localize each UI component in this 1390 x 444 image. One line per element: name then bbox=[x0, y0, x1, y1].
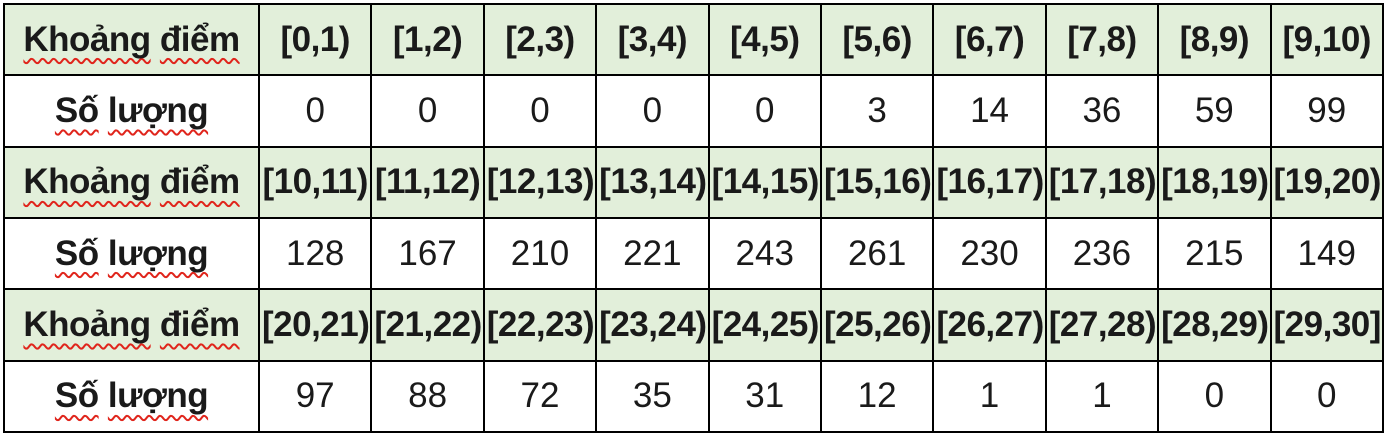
table-row: Số lượng 97 88 72 35 31 12 1 1 0 0 bbox=[3, 359, 1385, 434]
range-cell: [9,10) bbox=[1269, 2, 1385, 77]
count-cell: 261 bbox=[819, 216, 935, 291]
count-cell: 236 bbox=[1044, 216, 1160, 291]
range-cell: [16,17) bbox=[932, 145, 1047, 219]
count-cell: 31 bbox=[707, 359, 822, 434]
row-label-so-luong: Số lượng bbox=[3, 216, 260, 291]
range-cell: [4,5) bbox=[707, 2, 822, 77]
count-cell: 97 bbox=[257, 359, 373, 434]
range-cell: [12,13) bbox=[482, 145, 598, 219]
count-cell: 149 bbox=[1269, 216, 1385, 291]
range-cell: [26,27) bbox=[932, 288, 1047, 362]
count-cell: 221 bbox=[595, 216, 710, 291]
count-cell: 0 bbox=[595, 74, 710, 148]
range-cell: [2,3) bbox=[482, 2, 598, 77]
range-cell: [13,14) bbox=[595, 145, 710, 219]
count-cell: 35 bbox=[595, 359, 710, 434]
row-label-khoang-diem: Khoảng điểm bbox=[3, 145, 260, 219]
range-cell: [0,1) bbox=[257, 2, 373, 77]
count-cell: 14 bbox=[932, 74, 1047, 148]
count-cell: 1 bbox=[932, 359, 1047, 434]
score-distribution-table: Khoảng điểm [0,1) [1,2) [2,3) [3,4) [4,5… bbox=[3, 2, 1385, 434]
count-cell: 230 bbox=[932, 216, 1047, 291]
count-cell: 167 bbox=[370, 216, 485, 291]
range-cell: [17,18) bbox=[1044, 145, 1160, 219]
range-cell: [3,4) bbox=[595, 2, 710, 77]
count-cell: 12 bbox=[819, 359, 935, 434]
count-cell: 0 bbox=[257, 74, 373, 148]
count-cell: 3 bbox=[819, 74, 935, 148]
range-cell: [20,21) bbox=[257, 288, 373, 362]
range-cell: [18,19) bbox=[1157, 145, 1272, 219]
count-cell: 243 bbox=[707, 216, 822, 291]
count-cell: 128 bbox=[257, 216, 373, 291]
count-cell: 99 bbox=[1269, 74, 1385, 148]
range-cell: [24,25) bbox=[707, 288, 822, 362]
table-row: Số lượng 128 167 210 221 243 261 230 236… bbox=[3, 216, 1385, 291]
count-cell: 72 bbox=[482, 359, 598, 434]
range-cell: [28,29) bbox=[1157, 288, 1272, 362]
count-cell: 215 bbox=[1157, 216, 1272, 291]
count-cell: 0 bbox=[370, 74, 485, 148]
range-cell: [15,16) bbox=[819, 145, 935, 219]
range-cell: [5,6) bbox=[819, 2, 935, 77]
range-cell: [27,28) bbox=[1044, 288, 1160, 362]
range-cell: [8,9) bbox=[1157, 2, 1272, 77]
count-cell: 0 bbox=[707, 74, 822, 148]
table-row: Khoảng điểm [20,21) [21,22) [22,23) [23,… bbox=[3, 288, 1385, 362]
count-cell: 0 bbox=[482, 74, 598, 148]
range-cell: [25,26) bbox=[819, 288, 935, 362]
range-cell: [6,7) bbox=[932, 2, 1047, 77]
range-cell: [1,2) bbox=[370, 2, 485, 77]
table-row: Số lượng 0 0 0 0 0 3 14 36 59 99 bbox=[3, 74, 1385, 148]
range-cell: [21,22) bbox=[370, 288, 485, 362]
table-row: Khoảng điểm [0,1) [1,2) [2,3) [3,4) [4,5… bbox=[3, 2, 1385, 77]
count-cell: 1 bbox=[1044, 359, 1160, 434]
range-cell: [7,8) bbox=[1044, 2, 1160, 77]
range-cell: [10,11) bbox=[257, 145, 373, 219]
count-cell: 36 bbox=[1044, 74, 1160, 148]
row-label-so-luong: Số lượng bbox=[3, 359, 260, 434]
range-cell: [22,23) bbox=[482, 288, 598, 362]
row-label-khoang-diem: Khoảng điểm bbox=[3, 2, 260, 77]
row-label-khoang-diem: Khoảng điểm bbox=[3, 288, 260, 362]
range-cell: [19,20) bbox=[1269, 145, 1385, 219]
count-cell: 0 bbox=[1157, 359, 1272, 434]
range-cell: [29,30] bbox=[1269, 288, 1385, 362]
table-row: Khoảng điểm [10,11) [11,12) [12,13) [13,… bbox=[3, 145, 1385, 219]
row-label-so-luong: Số lượng bbox=[3, 74, 260, 148]
count-cell: 88 bbox=[370, 359, 485, 434]
range-cell: [23,24) bbox=[595, 288, 710, 362]
count-cell: 210 bbox=[482, 216, 598, 291]
count-cell: 0 bbox=[1269, 359, 1385, 434]
range-cell: [14,15) bbox=[707, 145, 822, 219]
count-cell: 59 bbox=[1157, 74, 1272, 148]
range-cell: [11,12) bbox=[370, 145, 485, 219]
